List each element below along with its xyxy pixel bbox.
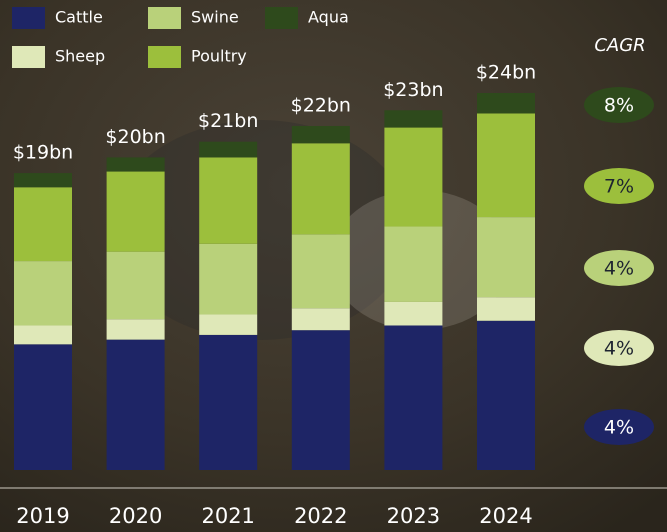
- bar-segment: [199, 334, 258, 470]
- bar-segment: [384, 301, 443, 326]
- total-label: $20bn: [105, 126, 165, 148]
- bar-segment: [477, 297, 535, 321]
- total-label: $24bn: [476, 62, 536, 84]
- total-label: $19bn: [13, 142, 73, 164]
- total-label: $22bn: [291, 94, 351, 116]
- legend-swatch: [12, 7, 45, 29]
- bar-segment: [384, 110, 443, 128]
- bar-segment: [199, 141, 258, 158]
- bar-segment: [291, 330, 350, 470]
- bar-segment: [199, 243, 258, 315]
- cagr-label: 4%: [604, 258, 634, 280]
- x-tick-label: 2021: [201, 504, 254, 528]
- bar-segment: [14, 261, 72, 326]
- bar-segment: [14, 173, 72, 188]
- x-tick-label: 2019: [16, 504, 69, 528]
- cagr-badge: [584, 168, 654, 204]
- total-label: $21bn: [198, 110, 258, 132]
- cagr-badge: [584, 250, 654, 286]
- bar-segment: [106, 171, 165, 252]
- x-tick-label: 2020: [109, 504, 162, 528]
- bar-segment: [477, 217, 535, 298]
- bar-segment: [14, 325, 72, 345]
- legend-swatch: [148, 7, 181, 29]
- cagr-badge: [584, 409, 654, 445]
- bar-segment: [291, 125, 350, 144]
- bar-segment: [199, 314, 258, 335]
- x-tick-label: 2022: [294, 504, 347, 528]
- total-label: $23bn: [383, 79, 443, 101]
- cagr-badge: [584, 330, 654, 366]
- legend-label: Aqua: [308, 8, 349, 27]
- x-tick-label: 2024: [479, 504, 532, 528]
- cagr-label: 4%: [604, 417, 634, 439]
- cagr-title: CAGR: [594, 35, 645, 56]
- cagr-label: 4%: [604, 338, 634, 360]
- bar-segment: [291, 234, 350, 309]
- legend-label: Cattle: [55, 8, 103, 27]
- bar-segment: [291, 308, 350, 331]
- cagr-label: 8%: [604, 95, 634, 117]
- legend-label: Sheep: [55, 47, 105, 66]
- x-tick-label: 2023: [387, 504, 440, 528]
- cagr-badge: [584, 87, 654, 123]
- legend-label: Swine: [191, 8, 239, 27]
- bar-segment: [199, 157, 258, 244]
- bar-segment: [384, 226, 443, 302]
- bar-segment: [106, 319, 165, 340]
- legend-swatch: [148, 46, 181, 68]
- bar-segment: [14, 344, 72, 470]
- bar-segment: [384, 325, 443, 470]
- bar-segment: [477, 320, 535, 470]
- bar-segment: [384, 127, 443, 227]
- bar-segment: [106, 339, 165, 470]
- legend-swatch: [12, 46, 45, 68]
- cagr-label: 7%: [604, 176, 634, 198]
- bar-segment: [477, 113, 535, 218]
- legend-swatch: [265, 7, 298, 29]
- legend-label: Poultry: [191, 47, 247, 66]
- bar-segment: [106, 251, 165, 320]
- bar-segment: [477, 93, 535, 114]
- bar-segment: [106, 157, 165, 172]
- bar-segment: [291, 143, 350, 235]
- bar-segment: [14, 187, 72, 262]
